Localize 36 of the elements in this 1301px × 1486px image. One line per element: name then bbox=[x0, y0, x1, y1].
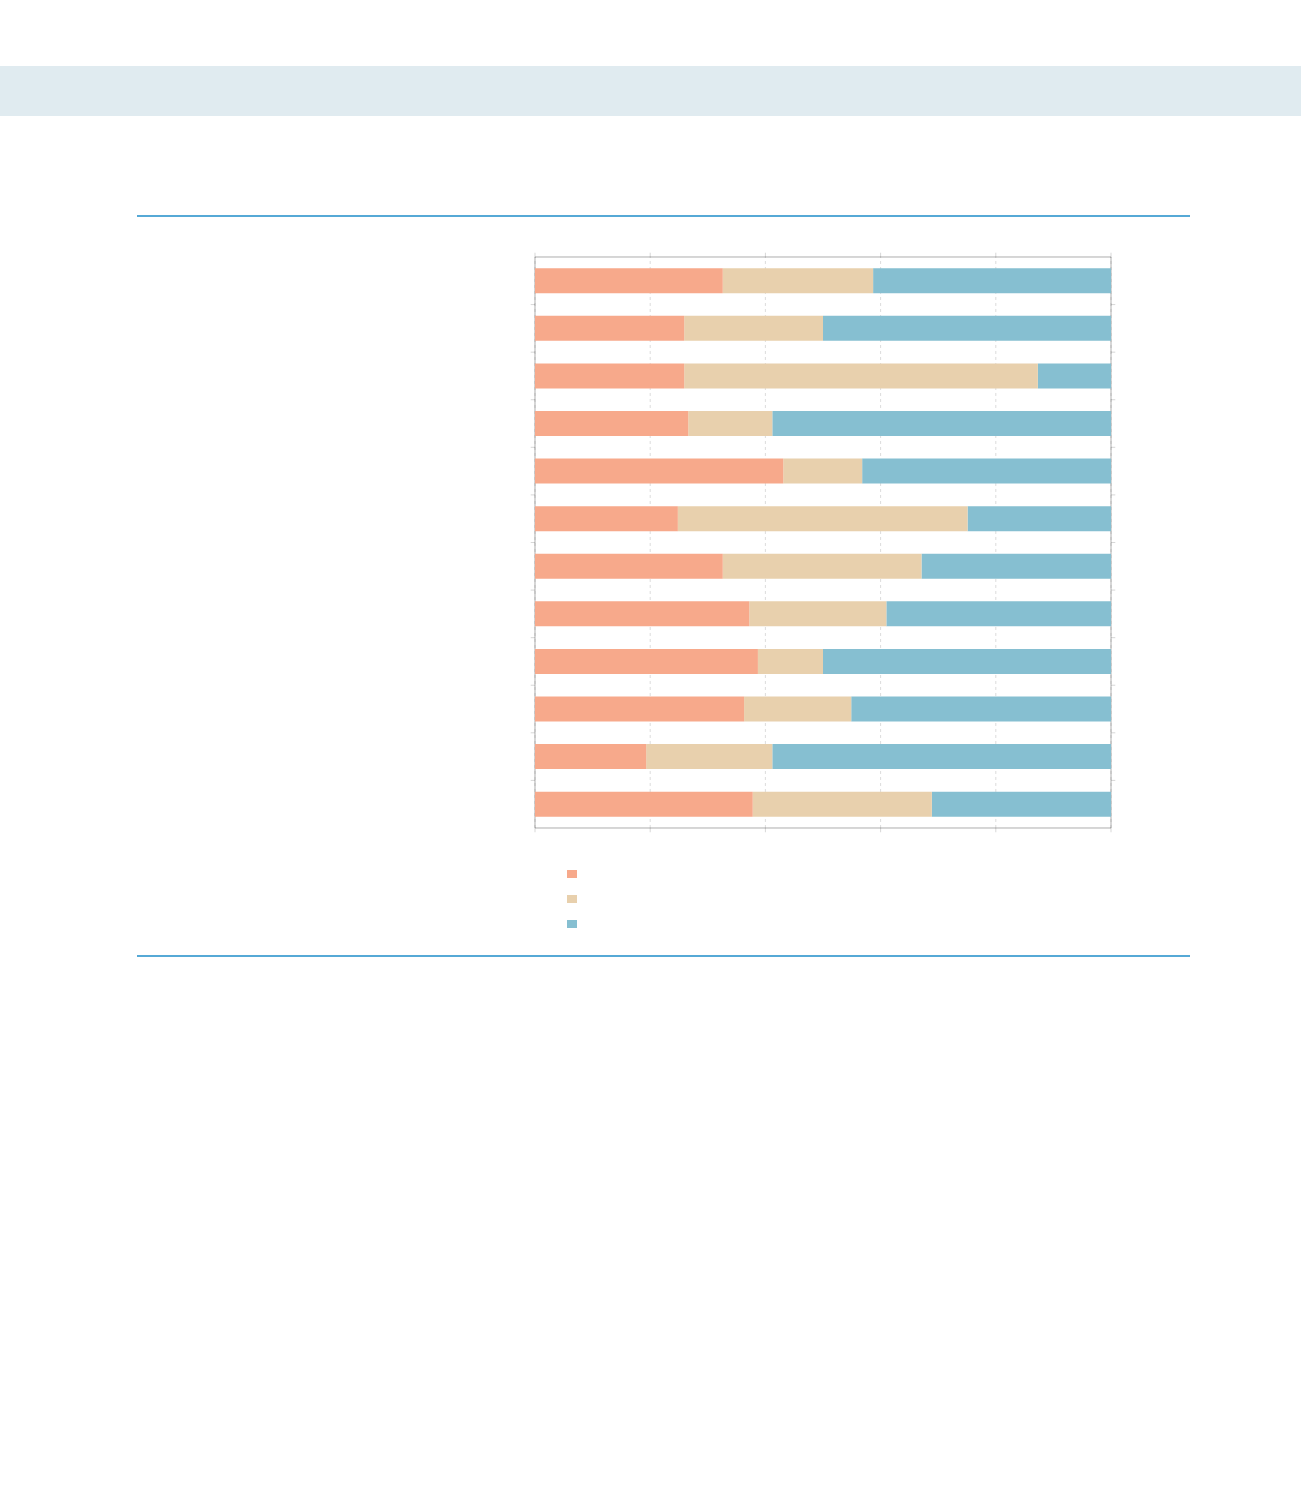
bar bbox=[967, 506, 1111, 532]
bar bbox=[783, 458, 863, 484]
bar bbox=[886, 601, 1111, 627]
bar bbox=[535, 553, 723, 579]
bar bbox=[722, 553, 922, 579]
bar bbox=[744, 696, 852, 722]
bar bbox=[851, 696, 1111, 722]
bar bbox=[921, 553, 1111, 579]
bar bbox=[535, 791, 753, 817]
bar bbox=[749, 601, 887, 627]
bar bbox=[535, 744, 647, 770]
bar bbox=[535, 458, 784, 484]
bar bbox=[772, 411, 1111, 437]
bar bbox=[535, 648, 758, 674]
bar bbox=[535, 506, 678, 532]
bar bbox=[535, 411, 689, 437]
bar bbox=[535, 268, 723, 294]
bar bbox=[873, 268, 1111, 294]
bar bbox=[684, 363, 1038, 389]
bar bbox=[823, 315, 1111, 341]
bar bbox=[862, 458, 1111, 484]
bar bbox=[722, 268, 874, 294]
bar bbox=[931, 791, 1111, 817]
bar bbox=[677, 506, 968, 532]
bar bbox=[752, 791, 932, 817]
bar bbox=[1037, 363, 1111, 389]
bar bbox=[684, 315, 823, 341]
bar bbox=[535, 315, 685, 341]
bar bbox=[646, 744, 773, 770]
bar bbox=[535, 601, 750, 627]
bar bbox=[688, 411, 773, 437]
bar bbox=[757, 648, 823, 674]
bar bbox=[535, 696, 745, 722]
bar bbox=[823, 648, 1111, 674]
bar bbox=[535, 363, 685, 389]
bar bbox=[772, 744, 1111, 770]
